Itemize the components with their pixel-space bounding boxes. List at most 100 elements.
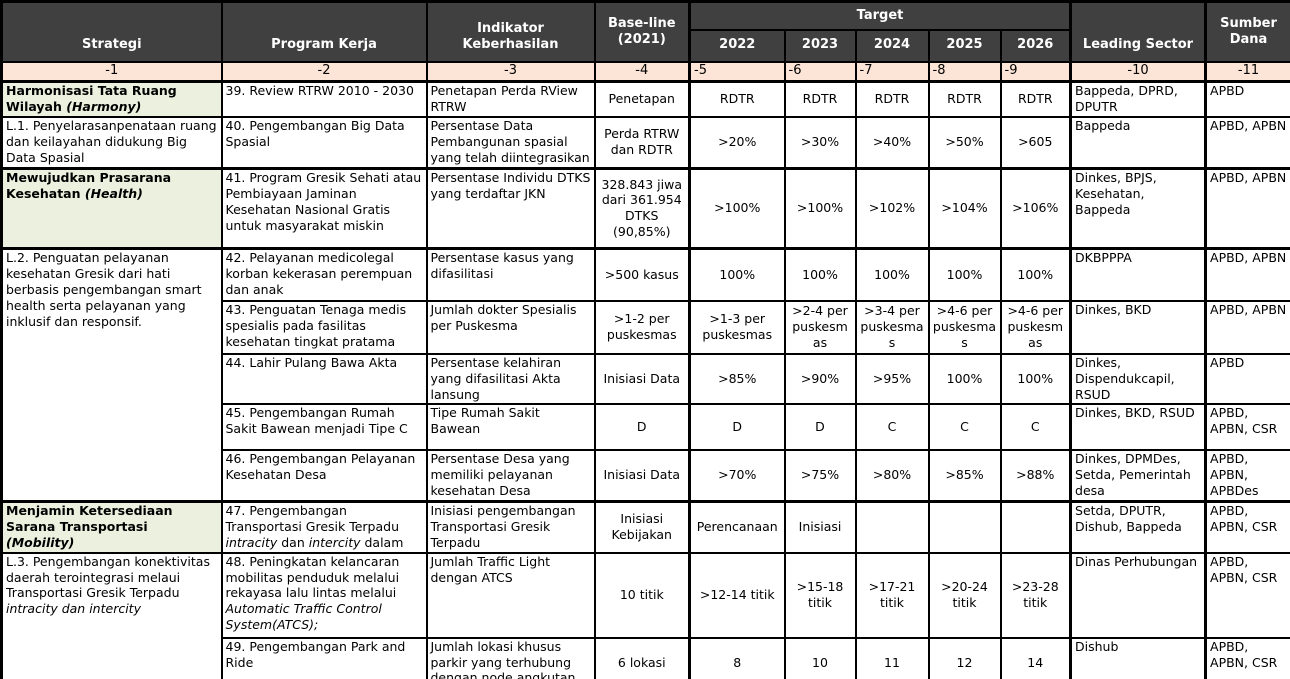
baseline-cell: D [593,403,691,452]
target-2025-cell [927,499,1002,554]
strategy-heading-health: Mewujudkan Prasarana Kesehatan (Health) [0,167,223,250]
target-2026-cell: >88% [999,449,1072,503]
strategy-text: L.1. Penyelarasanpenataan ruang dan keil… [6,117,217,165]
indicator-cell: Persentase kasus yang difasilitasi [425,247,596,302]
target-2022-cell: >70% [688,449,786,503]
program-cell: 46. Pengembangan Pelayanan Kesehatan Des… [220,449,428,503]
header-row-years: 2022 2023 2024 2025 2026 [2,28,1290,63]
target-2023-cell: >75% [783,449,857,503]
baseline-cell: >500 kasus [593,247,691,302]
target-2022-cell: D [688,403,786,452]
leading-sector-cell: Dinkes, BPJS, Kesehatan, Bappeda [1069,167,1207,250]
sumber-dana-cell: APBD, APBN, CSR [1204,499,1290,554]
target-2024-cell: >3-4 per puskesmas [854,299,930,355]
baseline-cell: >1-2 per puskesmas [593,299,691,355]
target-2023-cell: D [783,403,857,452]
program-cell: 40. Pengembangan Big Data Spasial [220,115,428,170]
target-2023-cell: >15-18 titik [783,551,857,639]
strategy-text: Menjamin Ketersediaan Sarana Transportas… [6,503,173,534]
sumber-dana-cell: APBD [1204,352,1290,406]
strategy-cell-l1: L.1. Penyelarasanpenataan ruang dan keil… [0,115,223,170]
target-2022-cell: 100% [688,247,786,302]
index-cell: -11 [1204,60,1290,83]
target-2023-cell: >100% [783,167,857,250]
col-header-indikator-keberhasilan: Indikator Keberhasilan [425,0,596,63]
target-2023-cell: >2-4 per puskesmas [783,299,857,355]
index-cell: -6 [783,60,857,83]
col-header-program-kerja: Program Kerja [220,0,428,63]
target-2026-cell: C [999,403,1072,452]
target-2023-cell: >90% [783,352,857,406]
sumber-dana-cell: APBD, APBN, CSR [1204,636,1290,679]
target-2022-cell: RDTR [688,80,786,118]
target-2025-cell: >85% [927,449,1002,503]
program-cell: 44. Lahir Pulang Bawa Akta [220,352,428,406]
target-2022-cell: >1-3 per puskesmas [688,299,786,355]
leading-sector-cell: Setda, DPUTR, Dishub, Bappeda [1069,499,1207,554]
target-2023-cell: 100% [783,247,857,302]
target-2023-cell: Inisiasi [783,499,857,554]
table-row: 43. Penguatan Tenaga medis spesialis pad… [2,299,1290,355]
indicator-cell: Persentase Data Pembangunan spasial yang… [425,115,596,170]
sumber-dana-cell: APBD, APBN [1204,247,1290,302]
target-2026-cell: >4-6 per puskesmas [999,299,1072,355]
target-2024-cell: 11 [854,636,930,679]
target-2025-cell: C [927,403,1002,452]
index-cell: -1 [0,60,223,83]
target-2026-cell: 100% [999,247,1072,302]
index-cell: -7 [854,60,930,83]
sumber-dana-cell: APBD, APBN [1204,167,1290,250]
target-2023-cell: RDTR [783,80,857,118]
table-row: L.3. Pengembangan konektivitas daerah te… [0,551,1290,679]
target-2026-cell: >605 [999,115,1072,170]
program-cell: 43. Penguatan Tenaga medis spesialis pad… [220,299,428,355]
target-2024-cell: >40% [854,115,930,170]
target-2024-cell: >17-21 titik [854,551,930,639]
target-2026-cell [999,499,1072,554]
sumber-dana-cell: APBD, APBN, APBDes [1204,449,1290,503]
target-2022-cell: >85% [688,352,786,406]
program-cell: 39. Review RTRW 2010 - 2030 [220,80,428,118]
index-cell: -8 [927,60,1002,83]
target-2025-cell: RDTR [927,80,1002,118]
sumber-dana-cell: APBD, APBN, CSR [1204,403,1290,452]
indicator-cell: Jumlah lokasi khusus parkir yang terhubu… [425,636,596,679]
strategy-em-text: intracity dan intercity [6,601,141,617]
strategy-text: Harmonisasi Tata Ruang Wilayah [6,83,177,114]
target-2025-cell: 100% [927,352,1002,406]
target-2025-cell: >104% [927,167,1002,250]
target-2026-cell: 100% [999,352,1072,406]
indicator-cell: Inisiasi pengembangan Transportasi Gresi… [425,499,596,554]
baseline-cell: Perda RTRW dan RDTR [593,115,691,170]
leading-sector-cell: Dinkes, BKD, RSUD [1069,403,1207,452]
table-row: Menjamin Ketersediaan Sarana Transportas… [0,499,1290,554]
target-2022-cell: 8 [688,636,786,679]
indicator-cell: Persentase kelahiran yang difasilitasi A… [425,352,596,406]
col-header-target-group: Target [687,0,1072,31]
target-2022-cell: >20% [688,115,786,170]
target-2025-cell: 100% [927,247,1002,302]
index-cell: -2 [220,60,428,83]
strategy-text: Mewujudkan Prasarana Kesehatan [6,170,172,202]
indicator-cell: Jumlah Traffic Light dengan ATCS [425,551,596,639]
col-header-year-2022: 2022 [688,28,786,63]
table-row: 49. Pengembangan Park and Ride Jumlah lo… [2,636,1290,679]
strategy-heading-mobility: Menjamin Ketersediaan Sarana Transportas… [0,499,223,554]
program-text: dalam [360,534,404,550]
col-header-year-2025: 2025 [927,28,1002,63]
program-em-text: Automatic Traffic Control System(ATCS); [225,601,382,633]
table-row: Mewujudkan Prasarana Kesehatan (Health) … [0,167,1290,250]
baseline-cell: Inisiasi Kebijakan [593,499,691,554]
target-2024-cell: >95% [854,352,930,406]
indicator-cell: Tipe Rumah Sakit Bawean [425,403,596,452]
program-em-text: intercity [308,534,361,550]
program-text: 48. Peningkatan kelancaran mobilitas pen… [225,553,400,601]
header-row-group: Strategi Program Kerja Indikator Keberha… [0,0,1290,63]
leading-sector-cell: DKBPPPA [1069,247,1207,302]
strategy-em-text: (Mobility) [6,534,75,550]
index-cell: -4 [593,60,691,83]
index-cell: -10 [1069,60,1207,83]
strategy-em-text: (Health) [84,186,143,202]
indicator-cell: Persentase Desa yang memiliki pelayanan … [425,449,596,503]
